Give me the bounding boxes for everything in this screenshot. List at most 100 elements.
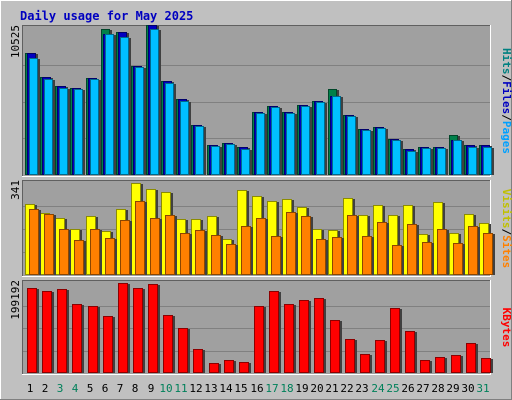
bar-kbytes-day-4 [72,304,82,373]
day-labels: 1 2 3 4 5 6 7 8 9 10 11 12 13 14 15 16 17 18 19 20 21 22 23 24 2… [27,382,490,395]
bar-pages-day-26 [407,151,416,175]
bar-kbytes-day-10 [163,315,173,373]
bar-kbytes-day-13 [209,363,219,373]
bar-pages-day-4 [74,89,83,175]
day-label: 4 [72,382,79,395]
bar-sites-day-27 [422,242,432,275]
legend-entry: / [500,114,512,121]
bar-pages-day-12 [195,126,204,175]
day-label: 5 [87,382,94,395]
series-sites [29,201,495,275]
bar-sites-day-25 [392,245,402,275]
bar-pages-day-5 [90,79,99,175]
bar-kbytes-day-29 [451,355,461,373]
day-label: 12 [189,382,202,395]
bar-pages-day-22 [347,116,356,175]
series-legend: KBytes [500,308,512,348]
bar-kbytes-day-2 [42,291,52,373]
bar-kbytes-day-12 [193,349,203,373]
bar-pages-day-6 [105,34,114,175]
bar-sites-day-9 [150,218,160,275]
day-label: 7 [117,382,124,395]
bar-sites-day-21 [332,237,342,275]
bar-pages-day-1 [29,58,38,175]
bar-kbytes-day-26 [405,331,415,373]
day-label: 19 [295,382,308,395]
bar-pages-day-28 [437,148,446,175]
bar-pages-day-31 [483,147,492,175]
bar-pages-day-16 [256,113,265,175]
legend-entry: / [500,229,512,236]
bar-kbytes-day-28 [435,357,445,373]
day-label: 8 [132,382,139,395]
bar-kbytes-day-5 [88,306,98,373]
bar-kbytes-day-22 [345,339,355,373]
bar-pages-day-30 [468,147,477,175]
bar-sites-day-18 [286,212,296,275]
day-label: 13 [204,382,217,395]
day-label: 18 [280,382,293,395]
bar-pages-day-21 [332,96,341,175]
day-label: 9 [148,382,155,395]
bar-pages-day-24 [377,128,386,175]
day-label: 31 [476,382,489,395]
bar-sites-day-1 [29,209,39,275]
usage-panel-kbytes: 199192 KBytes [9,280,512,375]
day-label: 21 [325,382,338,395]
bar-kbytes-day-15 [239,362,249,373]
day-label: 27 [416,382,429,395]
series-legend: Hits/Files/Pages [500,48,512,154]
bar-sites-day-17 [271,236,281,275]
series-legend: Visits/Sites [500,189,512,269]
bar-pages-day-14 [226,144,235,175]
bar-pages-day-11 [180,101,189,175]
y-max-label: 10525 [9,25,22,58]
day-label: 17 [265,382,278,395]
day-label: 16 [250,382,263,395]
bar-kbytes-day-14 [224,360,234,373]
bar-pages-day-10 [165,83,174,175]
bar-pages-day-7 [120,37,129,175]
bar-kbytes-day-30 [466,343,476,373]
bar-kbytes-day-16 [254,306,264,373]
bar-kbytes-day-8 [133,288,143,373]
bar-sites-day-14 [226,244,236,275]
day-label: 20 [310,382,323,395]
bar-pages-day-9 [150,29,159,175]
day-label: 6 [102,382,109,395]
bar-sites-day-28 [437,229,447,275]
bar-pages-day-18 [286,113,295,175]
bar-pages-day-3 [59,88,68,175]
chart-title: Daily usage for May 2025 [20,9,193,23]
bar-kbytes-day-11 [178,328,188,373]
bar-kbytes-day-7 [118,283,128,373]
day-label: 15 [234,382,247,395]
legend-entry: / [500,75,512,82]
bar-sites-day-22 [347,215,357,275]
bar-kbytes-day-21 [330,320,340,373]
bar-sites-day-16 [256,218,266,275]
bar-kbytes-day-17 [269,291,279,373]
bar-sites-day-30 [468,226,478,275]
day-label: 28 [431,382,444,395]
day-label: 25 [386,382,399,395]
usage-panel-visits-sites: 341 Visits/Sites [9,180,512,277]
legend-entry: Visits [500,189,512,229]
day-label: 14 [219,382,233,395]
bar-sites-day-7 [120,220,130,275]
bar-kbytes-day-25 [390,308,400,373]
bar-kbytes-day-19 [299,300,309,373]
bar-kbytes-day-20 [314,298,324,373]
day-label: 30 [461,382,474,395]
bar-kbytes-day-3 [57,289,67,373]
bar-pages-day-2 [44,79,53,175]
day-label: 2 [42,382,49,395]
bar-pages-day-19 [301,106,310,175]
usage-panel-hits-files-pages: 10525 Hits/Files/Pages [9,25,512,177]
bar-sites-day-26 [407,224,417,275]
day-label: 3 [57,382,64,395]
bar-pages-day-20 [316,102,325,175]
y-max-label: 341 [9,180,22,200]
bar-pages-day-8 [135,67,144,175]
